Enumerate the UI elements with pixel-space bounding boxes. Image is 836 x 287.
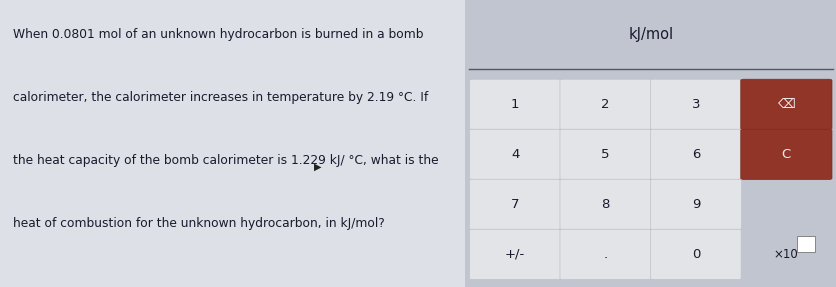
Text: kJ/mol: kJ/mol (628, 27, 672, 42)
FancyBboxPatch shape (469, 179, 560, 230)
FancyBboxPatch shape (650, 229, 741, 280)
Text: 1: 1 (510, 98, 519, 111)
Text: 5: 5 (600, 148, 609, 161)
FancyBboxPatch shape (469, 79, 560, 129)
Text: 7: 7 (510, 198, 519, 211)
Text: ▶: ▶ (314, 162, 321, 171)
FancyBboxPatch shape (740, 129, 831, 180)
Text: 6: 6 (691, 148, 700, 161)
Text: ⌫: ⌫ (777, 98, 794, 111)
Text: the heat capacity of the bomb calorimeter is 1.229 kJ/ °C, what is the: the heat capacity of the bomb calorimete… (13, 154, 438, 167)
FancyBboxPatch shape (464, 0, 836, 287)
Text: 3: 3 (691, 98, 700, 111)
Text: .: . (603, 248, 607, 261)
FancyBboxPatch shape (650, 129, 741, 180)
FancyBboxPatch shape (740, 79, 831, 129)
FancyBboxPatch shape (650, 79, 741, 129)
Text: +/-: +/- (504, 248, 525, 261)
FancyBboxPatch shape (650, 179, 741, 230)
FancyBboxPatch shape (559, 179, 650, 230)
Text: heat of combustion for the unknown hydrocarbon, in kJ/mol?: heat of combustion for the unknown hydro… (13, 217, 384, 230)
Text: When 0.0801 mol of an unknown hydrocarbon is burned in a bomb: When 0.0801 mol of an unknown hydrocarbo… (13, 28, 422, 41)
FancyBboxPatch shape (740, 229, 831, 280)
FancyBboxPatch shape (469, 129, 560, 180)
FancyBboxPatch shape (559, 79, 650, 129)
FancyBboxPatch shape (0, 0, 464, 287)
Text: 9: 9 (691, 198, 700, 211)
Text: ×10: ×10 (772, 248, 797, 261)
Text: C: C (781, 148, 790, 161)
Text: 8: 8 (600, 198, 609, 211)
Text: 4: 4 (510, 148, 519, 161)
Text: 2: 2 (600, 98, 609, 111)
Text: 0: 0 (691, 248, 700, 261)
FancyBboxPatch shape (559, 229, 650, 280)
FancyBboxPatch shape (796, 236, 814, 252)
FancyBboxPatch shape (559, 129, 650, 180)
Text: calorimeter, the calorimeter increases in temperature by 2.19 °C. If: calorimeter, the calorimeter increases i… (13, 91, 427, 104)
FancyBboxPatch shape (469, 229, 560, 280)
